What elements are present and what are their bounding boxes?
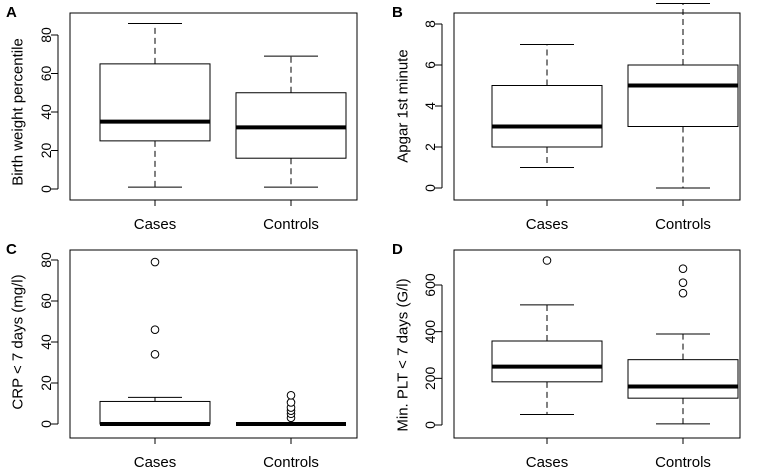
outlier-point bbox=[678, 264, 688, 273]
x-category-label: Cases bbox=[134, 454, 177, 468]
y-tick-label: 8 bbox=[422, 20, 438, 28]
panel-D-letter: D bbox=[392, 241, 403, 258]
y-tick-label: 400 bbox=[422, 320, 438, 344]
y-tick-label: 80 bbox=[38, 27, 54, 43]
panel-B-letter: B bbox=[392, 4, 403, 21]
y-tick-label: 40 bbox=[38, 334, 54, 350]
y-tick-label: 600 bbox=[422, 273, 438, 297]
panel-A-frame bbox=[69, 12, 358, 201]
outlier-point bbox=[286, 391, 296, 400]
y-tick-label: 0 bbox=[422, 184, 438, 192]
outlier-point bbox=[150, 350, 160, 359]
iqr-box bbox=[491, 340, 603, 383]
outlier-point bbox=[150, 257, 160, 267]
panel-D-frame bbox=[453, 249, 741, 439]
y-tick-label: 2 bbox=[422, 143, 438, 151]
iqr-box bbox=[627, 64, 739, 127]
x-category-label: Cases bbox=[526, 216, 569, 233]
panel-D-y-axis-title: Min. PLT < 7 days (G/l) bbox=[395, 278, 412, 431]
y-tick-label: 80 bbox=[38, 252, 54, 268]
x-category-label: Controls bbox=[655, 454, 711, 468]
y-tick-label: 200 bbox=[422, 366, 438, 390]
iqr-box bbox=[491, 85, 603, 148]
iqr-box bbox=[99, 63, 211, 142]
x-category-label: Controls bbox=[655, 216, 711, 233]
panel-B-frame bbox=[453, 12, 741, 201]
panel-C-frame bbox=[69, 249, 358, 439]
y-tick-label: 20 bbox=[38, 143, 54, 159]
y-tick-label: 60 bbox=[38, 66, 54, 82]
outlier-point bbox=[286, 398, 296, 407]
y-tick-label: 60 bbox=[38, 293, 54, 309]
panel-C-y-axis-title: CRP < 7 days (mg/l) bbox=[10, 274, 27, 409]
outlier-point bbox=[150, 325, 160, 335]
outlier-point bbox=[678, 278, 688, 287]
outlier-point bbox=[678, 288, 688, 298]
x-category-label: Cases bbox=[526, 454, 569, 468]
panel-A-letter: A bbox=[6, 4, 17, 21]
y-tick-label: 0 bbox=[422, 421, 438, 429]
panel-A-y-axis-title: Birth weight percentile bbox=[10, 38, 27, 186]
y-tick-label: 4 bbox=[422, 102, 438, 110]
y-tick-label: 40 bbox=[38, 104, 54, 120]
x-category-label: Controls bbox=[263, 216, 319, 233]
panel-C-letter: C bbox=[6, 241, 17, 258]
outlier-point bbox=[542, 256, 552, 265]
y-tick-label: 6 bbox=[422, 61, 438, 69]
iqr-box bbox=[627, 359, 739, 399]
x-category-label: Cases bbox=[134, 216, 177, 233]
y-tick-label: 0 bbox=[38, 185, 54, 193]
x-category-label: Controls bbox=[263, 454, 319, 468]
panel-B-y-axis-title: Apgar 1st minute bbox=[395, 49, 412, 162]
iqr-box bbox=[99, 400, 211, 425]
y-tick-label: 20 bbox=[38, 375, 54, 391]
y-tick-label: 0 bbox=[38, 420, 54, 428]
